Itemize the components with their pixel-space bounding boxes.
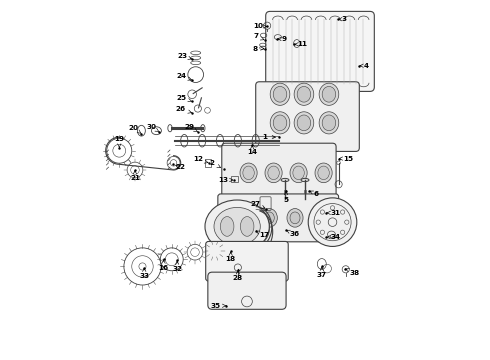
Ellipse shape [243, 166, 254, 180]
Text: 9: 9 [278, 36, 287, 42]
Ellipse shape [294, 112, 314, 134]
Text: 12: 12 [193, 156, 208, 163]
Text: 2: 2 [210, 160, 220, 168]
Ellipse shape [322, 86, 336, 102]
Ellipse shape [239, 212, 249, 224]
Text: 15: 15 [339, 156, 353, 162]
Ellipse shape [316, 212, 326, 224]
Text: 27: 27 [251, 201, 265, 208]
Text: 28: 28 [233, 271, 243, 281]
Ellipse shape [240, 163, 257, 183]
FancyBboxPatch shape [222, 143, 336, 202]
Text: 38: 38 [345, 269, 360, 276]
Ellipse shape [264, 212, 274, 224]
Ellipse shape [297, 86, 311, 102]
Ellipse shape [241, 217, 254, 236]
Ellipse shape [265, 163, 282, 183]
Ellipse shape [270, 83, 290, 105]
Circle shape [308, 198, 357, 247]
Text: 14: 14 [247, 146, 257, 155]
Text: 18: 18 [226, 252, 236, 262]
Text: 6: 6 [310, 191, 319, 197]
Text: 35: 35 [211, 303, 226, 309]
FancyBboxPatch shape [208, 272, 286, 309]
Text: 24: 24 [176, 73, 192, 80]
Text: 25: 25 [176, 95, 192, 102]
Text: 23: 23 [177, 53, 192, 59]
Ellipse shape [281, 179, 289, 181]
Bar [304, 190, 306, 193]
Ellipse shape [297, 115, 311, 131]
Text: 36: 36 [287, 230, 300, 237]
Text: 26: 26 [175, 106, 192, 113]
Text: 37: 37 [317, 267, 327, 278]
Ellipse shape [322, 115, 336, 131]
Text: 21: 21 [130, 171, 140, 181]
Text: 3: 3 [339, 16, 347, 22]
Ellipse shape [261, 208, 277, 227]
Text: 33: 33 [139, 268, 149, 279]
Ellipse shape [220, 217, 234, 236]
Ellipse shape [301, 179, 309, 181]
Text: 17: 17 [256, 231, 270, 238]
Bar [231, 176, 238, 182]
Ellipse shape [287, 208, 303, 227]
Text: 16: 16 [158, 260, 169, 270]
Ellipse shape [319, 83, 339, 105]
Ellipse shape [290, 212, 300, 224]
Text: 19: 19 [114, 136, 124, 148]
Text: 10: 10 [253, 23, 267, 30]
Ellipse shape [315, 163, 332, 183]
Text: 20: 20 [128, 125, 141, 134]
Text: 29: 29 [185, 124, 197, 132]
Ellipse shape [273, 86, 287, 102]
Ellipse shape [205, 200, 270, 253]
Text: 5: 5 [284, 191, 289, 203]
Ellipse shape [293, 166, 304, 180]
Text: 22: 22 [175, 165, 185, 171]
Text: 11: 11 [294, 41, 307, 47]
Bar [205, 158, 211, 167]
Bar [284, 190, 287, 193]
Text: 1: 1 [262, 134, 275, 140]
Ellipse shape [313, 208, 329, 227]
Text: 31: 31 [327, 210, 340, 216]
Text: 34: 34 [327, 234, 340, 240]
Ellipse shape [318, 166, 329, 180]
Ellipse shape [319, 112, 339, 134]
Ellipse shape [294, 83, 314, 105]
FancyBboxPatch shape [218, 194, 339, 242]
Ellipse shape [290, 163, 307, 183]
Text: 13: 13 [219, 177, 233, 183]
Ellipse shape [270, 112, 290, 134]
Text: 8: 8 [252, 46, 264, 51]
Ellipse shape [236, 208, 252, 227]
FancyBboxPatch shape [266, 12, 374, 91]
FancyBboxPatch shape [206, 242, 288, 281]
Text: 7: 7 [253, 33, 264, 40]
Ellipse shape [273, 115, 287, 131]
Text: 4: 4 [360, 63, 369, 69]
Text: 32: 32 [172, 261, 182, 271]
Text: 30: 30 [147, 124, 159, 132]
FancyBboxPatch shape [256, 82, 359, 152]
Ellipse shape [268, 166, 279, 180]
Ellipse shape [214, 207, 260, 246]
